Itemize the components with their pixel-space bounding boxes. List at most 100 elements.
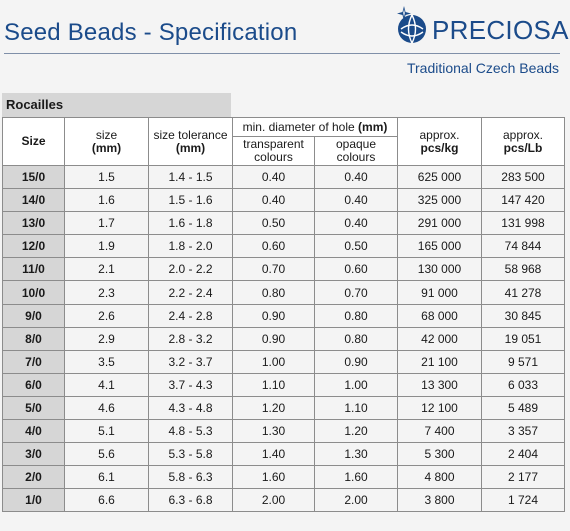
- size-cell: 9/0: [2, 303, 65, 328]
- tolerance-cell: 1.8 - 2.0: [148, 234, 233, 259]
- table-row: 10/0 2.3 2.2 - 2.4 0.80 0.70 91 000 41 278: [2, 280, 565, 305]
- pcs-kg-cell: 21 100: [397, 349, 482, 374]
- star-globe-icon: [397, 6, 426, 44]
- tolerance-cell: 2.2 - 2.4: [148, 280, 233, 305]
- size-cell: 6/0: [2, 372, 65, 397]
- pcs-kg-cell: 291 000: [397, 211, 482, 236]
- hole-transparent-cell: 0.90: [232, 303, 315, 328]
- tolerance-cell: 4.3 - 4.8: [148, 395, 233, 421]
- pcs-kg-cell: 13 300: [397, 372, 482, 397]
- size-cell: 8/0: [2, 326, 65, 351]
- pcs-kg-cell: 5 300: [397, 442, 482, 467]
- tolerance-cell: 1.5 - 1.6: [148, 188, 233, 213]
- table-row: 9/0 2.6 2.4 - 2.8 0.90 0.80 68 000 30 845: [2, 303, 565, 328]
- hole-opaque-cell: 0.40: [314, 188, 398, 213]
- hole-transparent-cell: 1.40: [232, 442, 315, 467]
- tolerance-cell: 6.3 - 6.8: [148, 488, 233, 513]
- table-row: 12/0 1.9 1.8 - 2.0 0.60 0.50 165 000 74 844: [2, 234, 565, 259]
- col-header-hole-group: min. diameter of hole (mm): [232, 117, 398, 137]
- hole-transparent-cell: 0.90: [232, 326, 315, 351]
- hole-opaque-cell: 2.00: [314, 488, 398, 513]
- tolerance-cell: 2.8 - 3.2: [148, 326, 233, 351]
- pcs-lb-cell: 1 724: [481, 488, 565, 513]
- table-row: 7/0 3.5 3.2 - 3.7 1.00 0.90 21 100 9 571: [2, 349, 565, 374]
- header-divider: [4, 53, 560, 54]
- pcs-lb-cell: 19 051: [481, 326, 565, 351]
- hole-opaque-cell: 1.60: [314, 465, 398, 490]
- tolerance-cell: 3.2 - 3.7: [148, 349, 233, 374]
- size-mm-cell: 2.9: [64, 326, 149, 351]
- hole-transparent-cell: 0.50: [232, 211, 315, 236]
- hole-opaque-cell: 0.50: [314, 234, 398, 259]
- hole-transparent-cell: 2.00: [232, 488, 315, 513]
- size-cell: 1/0: [2, 488, 65, 513]
- hole-opaque-cell: 0.70: [314, 280, 398, 305]
- pcs-lb-cell: 3 357: [481, 419, 565, 444]
- brand-name: PRECIOSA: [432, 15, 569, 45]
- tolerance-cell: 4.8 - 5.3: [148, 419, 233, 444]
- size-mm-cell: 3.5: [64, 349, 149, 374]
- pcs-kg-cell: 3 800: [397, 488, 482, 513]
- hole-opaque-cell: 0.80: [314, 303, 398, 328]
- col-header-transparent: transparent colours: [232, 136, 315, 166]
- pcs-kg-cell: 12 100: [397, 395, 482, 421]
- size-mm-cell: 2.1: [64, 257, 149, 282]
- table-row: 4/0 5.1 4.8 - 5.3 1.30 1.20 7 400 3 357: [2, 419, 565, 444]
- table-row: 2/0 6.1 5.8 - 6.3 1.60 1.60 4 800 2 177: [2, 465, 565, 490]
- table-row: 5/0 4.6 4.3 - 4.8 1.20 1.10 12 100 5 489: [2, 395, 565, 421]
- size-cell: 12/0: [2, 234, 65, 259]
- size-mm-cell: 2.3: [64, 280, 149, 305]
- pcs-kg-cell: 325 000: [397, 188, 482, 213]
- hole-transparent-cell: 1.30: [232, 419, 315, 444]
- pcs-lb-cell: 41 278: [481, 280, 565, 305]
- pcs-lb-cell: 30 845: [481, 303, 565, 328]
- hole-transparent-cell: 1.20: [232, 395, 315, 421]
- size-mm-cell: 1.5: [64, 164, 149, 190]
- pcs-lb-cell: 147 420: [481, 188, 565, 213]
- pcs-lb-cell: 58 968: [481, 257, 565, 282]
- table-row: 14/0 1.6 1.5 - 1.6 0.40 0.40 325 000 147 420: [2, 188, 565, 213]
- pcs-kg-cell: 165 000: [397, 234, 482, 259]
- hole-opaque-cell: 0.60: [314, 257, 398, 282]
- size-cell: 13/0: [2, 211, 65, 236]
- pcs-lb-cell: 131 998: [481, 211, 565, 236]
- pcs-lb-cell: 9 571: [481, 349, 565, 374]
- tolerance-cell: 1.6 - 1.8: [148, 211, 233, 236]
- pcs-kg-cell: 7 400: [397, 419, 482, 444]
- tolerance-cell: 2.0 - 2.2: [148, 257, 233, 282]
- size-mm-cell: 1.9: [64, 234, 149, 259]
- hole-transparent-cell: 1.10: [232, 372, 315, 397]
- table-row: 1/0 6.6 6.3 - 6.8 2.00 2.00 3 800 1 724: [2, 488, 565, 513]
- size-cell: 7/0: [2, 349, 65, 374]
- size-mm-cell: 1.6: [64, 188, 149, 213]
- spec-table: Size size (mm) size tolerance (mm) min. di…: [2, 117, 565, 513]
- table-row: 11/0 2.1 2.0 - 2.2 0.70 0.60 130 000 58 968: [2, 257, 565, 282]
- size-mm-cell: 5.1: [64, 419, 149, 444]
- tolerance-cell: 1.4 - 1.5: [148, 164, 233, 190]
- pcs-kg-cell: 130 000: [397, 257, 482, 282]
- col-header-pcs-lb: approx. pcs/Lb: [481, 117, 565, 166]
- preciosa-logo: PRECIOSA: [392, 4, 568, 48]
- pcs-lb-cell: 74 844: [481, 234, 565, 259]
- hole-transparent-cell: 0.60: [232, 234, 315, 259]
- tolerance-cell: 2.4 - 2.8: [148, 303, 233, 328]
- hole-transparent-cell: 0.40: [232, 188, 315, 213]
- table-row: 6/0 4.1 3.7 - 4.3 1.10 1.00 13 300 6 033: [2, 372, 565, 397]
- table-row: 15/0 1.5 1.4 - 1.5 0.40 0.40 625 000 283 500: [2, 164, 565, 190]
- pcs-lb-cell: 2 177: [481, 465, 565, 490]
- hole-transparent-cell: 0.80: [232, 280, 315, 305]
- size-cell: 10/0: [2, 280, 65, 305]
- hole-opaque-cell: 1.20: [314, 419, 398, 444]
- pcs-lb-cell: 283 500: [481, 164, 565, 190]
- hole-opaque-cell: 1.00: [314, 372, 398, 397]
- size-mm-cell: 5.6: [64, 442, 149, 467]
- pcs-kg-cell: 91 000: [397, 280, 482, 305]
- hole-opaque-cell: 0.90: [314, 349, 398, 374]
- size-mm-cell: 4.1: [64, 372, 149, 397]
- pcs-kg-cell: 625 000: [397, 164, 482, 190]
- tagline: Traditional Czech Beads: [406, 60, 559, 76]
- size-cell: 3/0: [2, 442, 65, 467]
- size-mm-cell: 6.1: [64, 465, 149, 490]
- hole-transparent-cell: 0.40: [232, 164, 315, 190]
- size-mm-cell: 1.7: [64, 211, 149, 236]
